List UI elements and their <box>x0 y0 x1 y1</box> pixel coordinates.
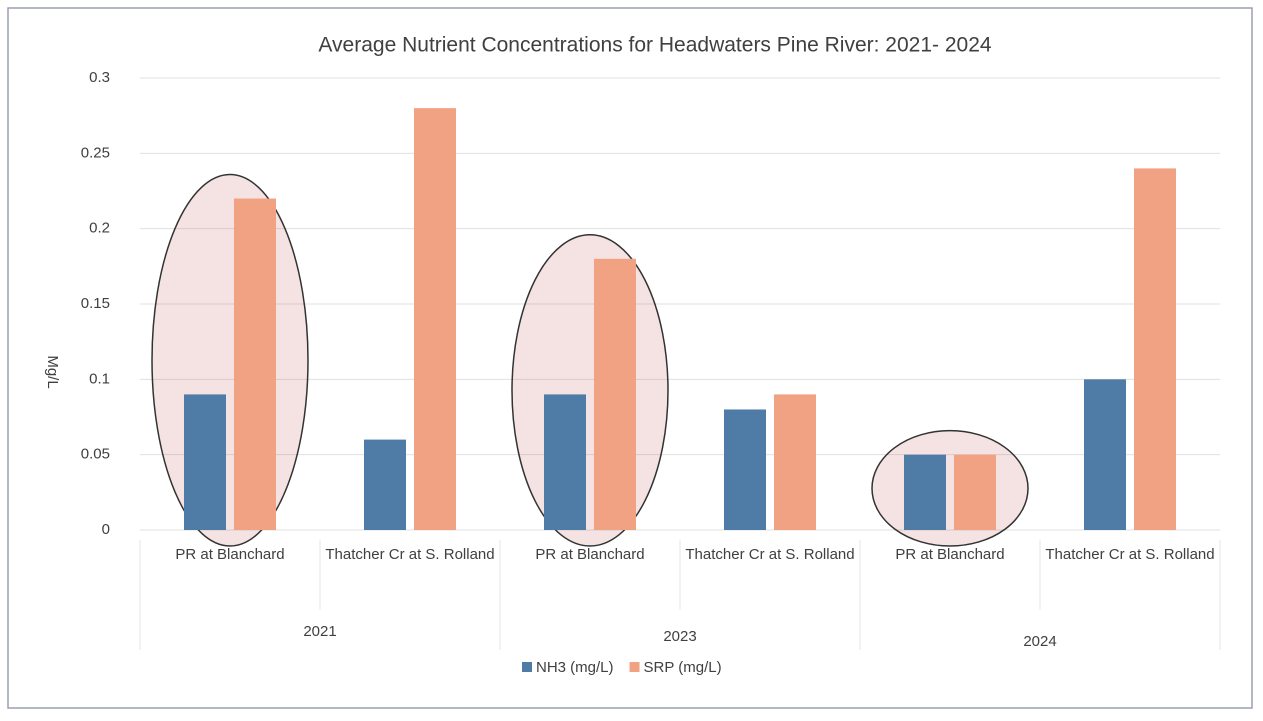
x-tick-label-box: PR at Blanchard <box>895 546 1005 563</box>
legend-swatch <box>629 662 640 672</box>
chart-title: Average Nutrient Concentrations for Head… <box>318 34 991 57</box>
y-tick-label: 0.15 <box>81 295 110 312</box>
legend-swatch <box>522 662 532 672</box>
legend-label: NH3 (mg/L) <box>536 659 614 676</box>
x-tick-label: Thatcher Cr at S. Rolland <box>1045 546 1215 563</box>
bar <box>544 394 586 530</box>
y-tick-label: 0.1 <box>89 370 110 387</box>
y-tick-label: 0.2 <box>89 220 110 237</box>
x-tick-label: PR at Blanchard <box>535 546 645 563</box>
bar <box>1134 168 1176 530</box>
group-label: 2024 <box>1023 633 1056 650</box>
y-axis-label: Mg/L <box>44 355 61 388</box>
group-label: 2021 <box>303 623 336 640</box>
x-tick-label-box: PR at Blanchard <box>535 546 645 563</box>
group-label: 2023 <box>663 628 696 645</box>
bar <box>1084 379 1126 530</box>
bar <box>594 258 636 530</box>
bar <box>954 454 996 530</box>
bar <box>184 394 226 530</box>
x-tick-label-box: PR at Blanchard <box>175 546 285 563</box>
bar <box>904 454 946 530</box>
y-tick-label: 0 <box>102 521 110 538</box>
bar <box>774 394 816 530</box>
bar <box>364 439 406 530</box>
x-tick-label: PR at Blanchard <box>895 546 1005 563</box>
highlight-ellipse <box>871 429 1029 547</box>
y-tick-label: 0.3 <box>89 69 110 86</box>
x-tick-label: PR at Blanchard <box>175 546 285 563</box>
x-tick-label-box: Thatcher Cr at S. Rolland <box>1045 546 1215 563</box>
highlight-ellipse <box>511 234 669 547</box>
x-tick-label: Thatcher Cr at S. Rolland <box>685 546 855 563</box>
y-tick-label: 0.25 <box>81 144 110 161</box>
x-tick-label-box: Thatcher Cr at S. Rolland <box>685 546 855 563</box>
x-tick-label: Thatcher Cr at S. Rolland <box>325 546 495 563</box>
bar <box>724 409 766 530</box>
highlight-ellipse <box>151 173 309 547</box>
y-tick-label: 0.05 <box>81 446 110 463</box>
x-tick-label-box: Thatcher Cr at S. Rolland <box>325 546 495 563</box>
bar <box>414 108 456 530</box>
legend-label: SRP (mg/L) <box>644 659 722 676</box>
bar <box>234 198 276 531</box>
